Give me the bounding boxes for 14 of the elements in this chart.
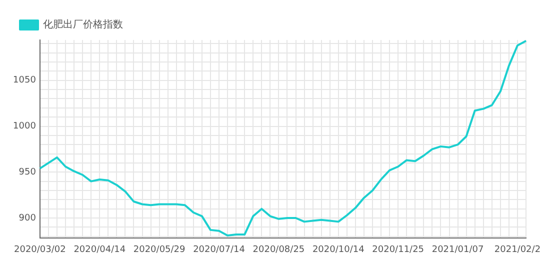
x-tick-label: 2020/10/14 <box>312 244 365 255</box>
x-tick-label: 2020/05/29 <box>133 244 186 255</box>
y-tick-label: 1000 <box>13 122 36 132</box>
x-tick-label: 2020/03/02 <box>14 244 66 255</box>
x-tick-label: 2020/11/25 <box>372 244 424 255</box>
y-tick-label: 950 <box>18 167 36 178</box>
x-tick-label: 2020/08/25 <box>252 244 305 255</box>
legend-label: 化肥出厂价格指数 <box>43 18 123 31</box>
x-tick-label: 2021/02/2 <box>494 244 541 255</box>
y-tick-label: 1050 <box>13 76 36 86</box>
x-tick-label: 2021/01/07 <box>432 244 484 255</box>
y-tick-label: 900 <box>18 213 36 224</box>
x-tick-label: 2020/07/14 <box>193 244 246 255</box>
x-tick-label: 2020/04/14 <box>74 244 126 255</box>
